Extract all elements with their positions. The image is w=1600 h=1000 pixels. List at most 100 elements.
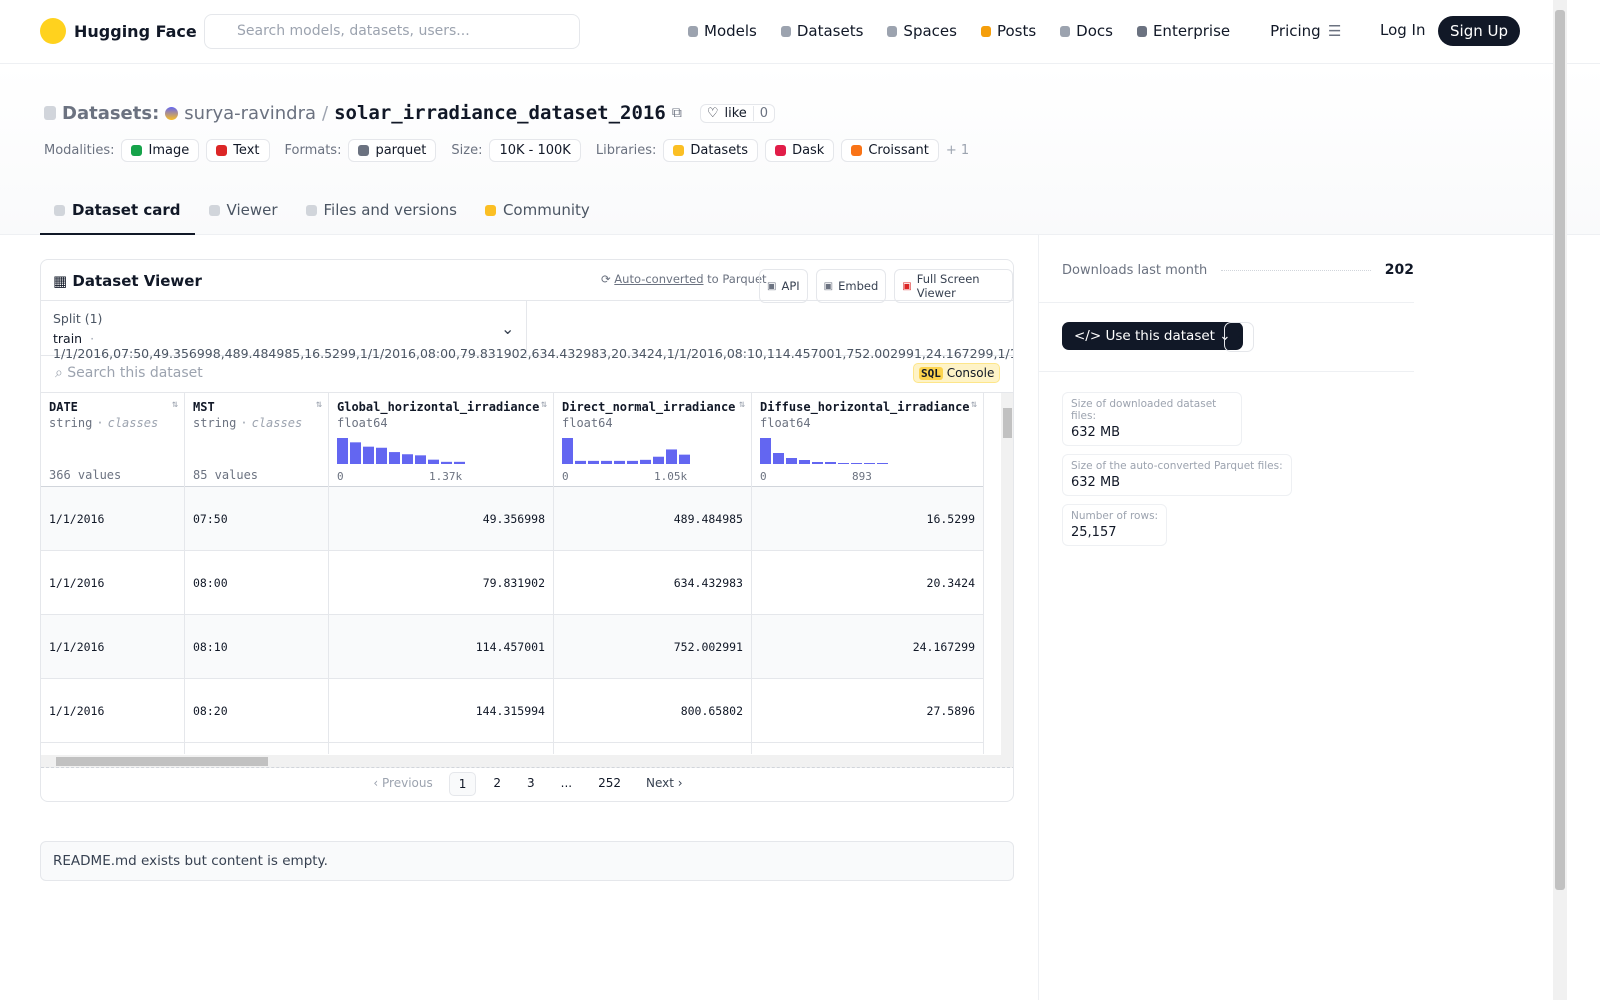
- tag[interactable]: parquet: [348, 139, 437, 162]
- histogram-bar[interactable]: [838, 463, 849, 464]
- histogram-bar[interactable]: [575, 460, 586, 464]
- like-button[interactable]: ♡ like 0: [699, 103, 776, 123]
- nav-link[interactable]: Models: [688, 22, 757, 40]
- histogram-bar[interactable]: [786, 458, 797, 464]
- sql-console[interactable]: SQL Console: [913, 363, 1001, 383]
- histogram-bar[interactable]: [799, 460, 810, 464]
- nav-link[interactable]: Pricing: [1254, 22, 1321, 40]
- repo-name[interactable]: solar_irradiance_dataset_2016: [334, 102, 666, 124]
- owner[interactable]: surya-ravindra: [184, 102, 316, 124]
- column-type: float64: [760, 416, 975, 430]
- nav-link[interactable]: Spaces: [887, 22, 957, 40]
- prev-page[interactable]: ‹ Previous: [373, 776, 433, 790]
- sort-icon[interactable]: ⇅: [738, 399, 745, 410]
- table-search[interactable]: ⌕ Search this dataset: [55, 365, 203, 381]
- histogram-bar[interactable]: [825, 462, 836, 464]
- separator: /: [322, 102, 329, 124]
- histogram-bar[interactable]: [640, 459, 651, 464]
- nav-label: Posts: [996, 22, 1037, 40]
- sort-icon[interactable]: ⇅: [315, 399, 322, 410]
- nav-link[interactable]: Enterprise: [1136, 22, 1230, 40]
- tag[interactable]: Datasets: [663, 139, 759, 162]
- histogram-bar[interactable]: [864, 463, 875, 464]
- repo-title: Datasets: surya-ravindra / solar_irradia…: [44, 102, 776, 124]
- histogram-bar[interactable]: [415, 455, 426, 464]
- histogram-bar[interactable]: [350, 442, 361, 464]
- nav-link[interactable]: Docs: [1060, 22, 1113, 40]
- v-scrollbar[interactable]: [1001, 393, 1013, 755]
- histogram-bar[interactable]: [376, 447, 387, 464]
- histogram-bar[interactable]: [666, 449, 677, 464]
- tab-label: Files and versions: [323, 201, 457, 219]
- v-thumb[interactable]: [1003, 408, 1012, 438]
- page-number[interactable]: 252: [598, 776, 622, 790]
- signup[interactable]: Sign Up: [1438, 16, 1520, 46]
- search-box[interactable]: Search models, datasets, users...: [204, 14, 580, 49]
- histogram-bar[interactable]: [851, 463, 862, 464]
- histogram: [760, 438, 888, 464]
- tab[interactable]: Files and versions: [292, 191, 471, 235]
- histogram-bar[interactable]: [441, 461, 452, 464]
- nav-link[interactable]: Datasets: [780, 22, 863, 40]
- histogram-bar[interactable]: [562, 438, 573, 464]
- more-tags[interactable]: + 1: [945, 143, 970, 158]
- more-menu[interactable]: ⋮: [1224, 322, 1254, 352]
- histogram-bar[interactable]: [627, 460, 638, 464]
- viewer-button[interactable]: ▣ Embed: [815, 269, 887, 303]
- sort-icon[interactable]: ⇅: [171, 399, 178, 410]
- h-thumb[interactable]: [56, 757, 268, 766]
- h-scrollbar[interactable]: [41, 755, 1013, 768]
- column: MST ⇅ string · classes 85 values 07:50 08:00 08:…: [185, 392, 329, 754]
- tag[interactable]: Dask: [765, 139, 835, 162]
- next-page[interactable]: Next ›: [646, 776, 683, 790]
- histogram-bar[interactable]: [363, 446, 374, 464]
- nav-link[interactable]: Posts: [980, 22, 1037, 40]
- histogram-bar[interactable]: [601, 460, 612, 464]
- hist-min: 0: [760, 470, 767, 483]
- histogram-bar[interactable]: [614, 460, 625, 464]
- brand[interactable]: Hugging Face: [40, 18, 197, 44]
- histogram-bar[interactable]: [389, 452, 400, 464]
- tab[interactable]: Dataset card: [40, 191, 195, 235]
- column-name: MST: [193, 400, 215, 414]
- histogram-bar[interactable]: [679, 454, 690, 464]
- auto-converted[interactable]: Auto-converted: [614, 272, 704, 286]
- tab-icon: [305, 205, 317, 216]
- use-dataset[interactable]: </> Use this dataset ⌄: [1062, 322, 1243, 350]
- histogram-bar[interactable]: [812, 462, 823, 464]
- page-number[interactable]: 3: [527, 776, 535, 790]
- copy-icon[interactable]: ⧉: [671, 105, 682, 121]
- cell: 114.457001: [329, 615, 553, 679]
- histogram-bar[interactable]: [402, 454, 413, 464]
- viewer-button[interactable]: ▣ API: [759, 269, 808, 303]
- histogram-bar[interactable]: [877, 463, 888, 464]
- histogram-bar[interactable]: [337, 438, 348, 464]
- section[interactable]: Datasets:: [62, 102, 160, 124]
- login[interactable]: Log In: [1380, 21, 1426, 39]
- histogram-bar[interactable]: [454, 461, 465, 464]
- page-thumb[interactable]: [1555, 10, 1565, 890]
- menu-icon[interactable]: ☰: [1328, 22, 1342, 40]
- histogram-bar[interactable]: [428, 459, 439, 464]
- page-number[interactable]: 1: [448, 772, 477, 796]
- tab[interactable]: Viewer: [195, 191, 292, 235]
- page-number[interactable]: ...: [560, 776, 573, 790]
- tag[interactable]: 10K - 100K: [489, 139, 581, 162]
- tag[interactable]: Croissant: [841, 139, 939, 162]
- viewer-button[interactable]: ▣ Full Screen Viewer: [894, 269, 1013, 303]
- page-number[interactable]: 2: [493, 776, 502, 790]
- sort-icon[interactable]: ⇅: [540, 399, 547, 410]
- histogram-bar[interactable]: [773, 453, 784, 464]
- stat-label: Size of downloaded dataset files:: [1071, 398, 1217, 422]
- histogram-bar[interactable]: [588, 460, 599, 464]
- histogram-bar[interactable]: [653, 456, 664, 464]
- column-header: Direct_normal_irradiance ⇅ float64 0 1.05k: [554, 392, 751, 487]
- button-label: API: [781, 279, 800, 293]
- tag[interactable]: Image: [121, 139, 200, 162]
- split-select[interactable]: Split (1) train · 1/1/2016,07:50,49.3569…: [41, 301, 1013, 361]
- page-scrollbar[interactable]: [1553, 0, 1567, 1000]
- histogram-bar[interactable]: [760, 438, 771, 464]
- tab[interactable]: Community: [471, 191, 604, 235]
- tag[interactable]: Text: [206, 139, 270, 162]
- sort-icon[interactable]: ⇅: [970, 399, 977, 410]
